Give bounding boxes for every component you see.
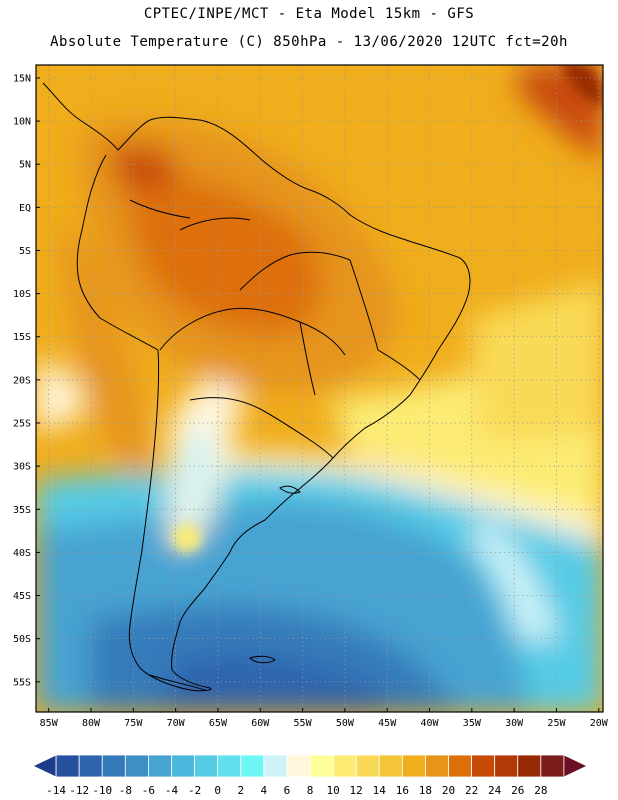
colorbar-tick-label: -12 [69, 784, 89, 797]
lat-label: 5N [19, 160, 31, 171]
lat-label: 15N [13, 73, 31, 84]
colorbar-tick-label: -8 [119, 784, 132, 797]
colorbar-tick-label: -2 [188, 784, 201, 797]
colorbar-tick-label: 28 [534, 784, 547, 797]
lon-label: 65W [209, 718, 228, 729]
lon-label: 40W [420, 718, 439, 729]
temperature-field [36, 65, 603, 712]
colorbar-tick-label: -6 [142, 784, 155, 797]
lon-label: 50W [336, 718, 355, 729]
colorbar-tick-label: 4 [261, 784, 268, 797]
colorbar-tick-labels: -14 -12 -10 -8 -6 -4 -2 0 2 4 6 8 10 12 14 16 18 20 22 24 26… [46, 784, 547, 797]
colorbar-segment [148, 754, 172, 778]
colorbar-tick-label: 8 [307, 784, 314, 797]
colorbar-segment [78, 754, 103, 778]
colorbar-tick-label: 6 [284, 784, 291, 797]
colorbar-tick-label: 10 [326, 784, 339, 797]
lon-label: 25W [547, 718, 566, 729]
colorbar-segment [286, 754, 311, 778]
lon-label: 30W [505, 718, 524, 729]
colorbar-tick-label: 0 [214, 784, 221, 797]
lat-label: 55S [13, 677, 31, 688]
colorbar-segment [55, 754, 80, 778]
graticule [36, 65, 603, 712]
colorbar-segment [517, 754, 542, 778]
lon-label: 45W [378, 718, 397, 729]
lat-label: 10S [13, 289, 31, 300]
lat-label: 10N [13, 117, 31, 128]
lon-label: 80W [82, 718, 101, 729]
colorbar-segment [217, 754, 242, 778]
colorbar-segment [309, 754, 334, 778]
colorbar-tick-label: -14 [46, 784, 66, 797]
colorbar-segment [378, 754, 403, 778]
title-line-1: CPTEC/INPE/MCT - Eta Model 15km - GFS [143, 6, 475, 22]
lon-label: 20W [590, 718, 609, 729]
colorbar-segment [124, 754, 149, 778]
colorbar-segment [194, 754, 219, 778]
colorbar [32, 754, 588, 778]
colorbar-tick-label: 12 [350, 784, 363, 797]
colorbar-segment [332, 754, 357, 778]
lon-label: 60W [251, 718, 270, 729]
colorbar-tick-label: 22 [465, 784, 478, 797]
colorbar-segment [355, 754, 380, 778]
longitude-labels: 85W 80W 75W 70W 65W 60W 55W 50W 45W 40W 35W 30W 25W 2… [40, 708, 609, 729]
lat-label: 15S [13, 332, 31, 343]
lat-label: 35S [13, 505, 31, 516]
lon-label: 85W [40, 718, 59, 729]
colorbar-tick-label: 26 [511, 784, 524, 797]
colorbar-segment [494, 754, 519, 778]
lon-label: 35W [463, 718, 482, 729]
colorbar-segment [263, 754, 288, 778]
lat-label: 50S [13, 634, 31, 645]
colorbar-segment [448, 754, 472, 778]
colorbar-tick-label: 2 [237, 784, 244, 797]
lon-label: 75W [124, 718, 143, 729]
lon-label: 55W [294, 718, 313, 729]
colorbar-segment [425, 754, 449, 778]
lat-label: 5S [19, 246, 31, 257]
latitude-labels: 15N 10N 5N EQ 5S 10S 15S 20S 25S 30S 35S 40S 45S 50S 5… [13, 73, 40, 688]
colorbar-tick-label: -4 [165, 784, 179, 797]
lon-label: 70W [167, 718, 186, 729]
colorbar-segment [471, 754, 496, 778]
colorbar-tick-label: 18 [419, 784, 432, 797]
lat-label: 30S [13, 462, 31, 473]
colorbar-segment [171, 754, 195, 778]
colorbar-tick-label: 24 [488, 784, 502, 797]
colorbar-segment [101, 754, 126, 778]
lat-label: EQ [19, 203, 31, 214]
colorbar-tick-label: 20 [442, 784, 455, 797]
colorbar-arrow-low [32, 754, 57, 778]
colorbar-segment [240, 754, 265, 778]
colorbar-tick-label: 16 [396, 784, 409, 797]
coastline [42, 82, 471, 692]
colorbar-arrow-high [563, 754, 588, 778]
lat-label: 25S [13, 419, 31, 430]
title-line-2: Absolute Temperature (C) 850hPa - 13/06/… [50, 34, 568, 50]
lat-label: 40S [13, 548, 31, 559]
colorbar-segment [401, 754, 426, 778]
colorbar-tick-label: 14 [373, 784, 387, 797]
lat-label: 45S [13, 591, 31, 602]
colorbar-segment [540, 754, 565, 778]
lat-label: 20S [13, 375, 31, 386]
colorbar-tick-label: -10 [92, 784, 112, 797]
map-border [35, 64, 604, 713]
